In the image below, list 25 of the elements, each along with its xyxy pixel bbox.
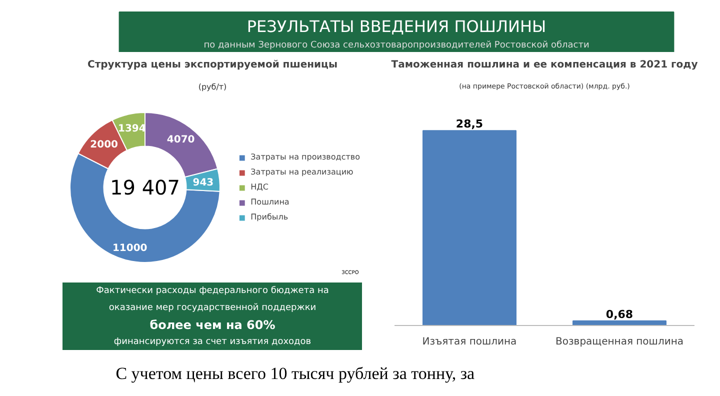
text: Фактически расходы федерального бюджета на (96, 286, 329, 296)
legend-label: Затраты на производство (250, 152, 360, 162)
x-tick-label: Возвращенная пошлина (556, 336, 684, 348)
text: 19 407 (110, 176, 180, 200)
data-label: 0,68 (606, 308, 634, 321)
text: оказание мер государственной поддержки (108, 303, 316, 313)
text: по данным Зернового Союза сельхозтоваропроизводителей Ростовской области (204, 40, 590, 51)
data-label: 11000 (112, 243, 148, 254)
data-label: 28,5 (456, 118, 484, 131)
x-tick-label: Изъятая пошлина (422, 336, 517, 348)
text: С учетом цены всего 10 тысяч рублей за тонну, за (116, 364, 476, 383)
data-label: 4070 (166, 134, 195, 146)
text: более чем на 60% (150, 318, 276, 332)
data-label: 2000 (90, 139, 118, 150)
text: РЕЗУЛЬТАТЫ ВВЕДЕНИЯ ПОШЛИНЫ (246, 17, 546, 36)
data-label: 1394 (118, 123, 146, 134)
legend-label: Затраты на реализацию (250, 168, 354, 176)
data-label: 943 (192, 177, 214, 188)
chart-title: Структура цены экспортируемой пшеницы (88, 60, 338, 70)
text: финансируются за счет изъятия доходов (114, 337, 312, 347)
chart-title: Таможенная пошлина и ее компенсация в 2021 году (391, 60, 698, 70)
chart-subtitle: (руб/т) (198, 82, 227, 92)
legend-label: Прибыль (250, 212, 288, 222)
legend-label: Пошлина (250, 198, 290, 206)
legend-label: НДС (250, 182, 270, 192)
